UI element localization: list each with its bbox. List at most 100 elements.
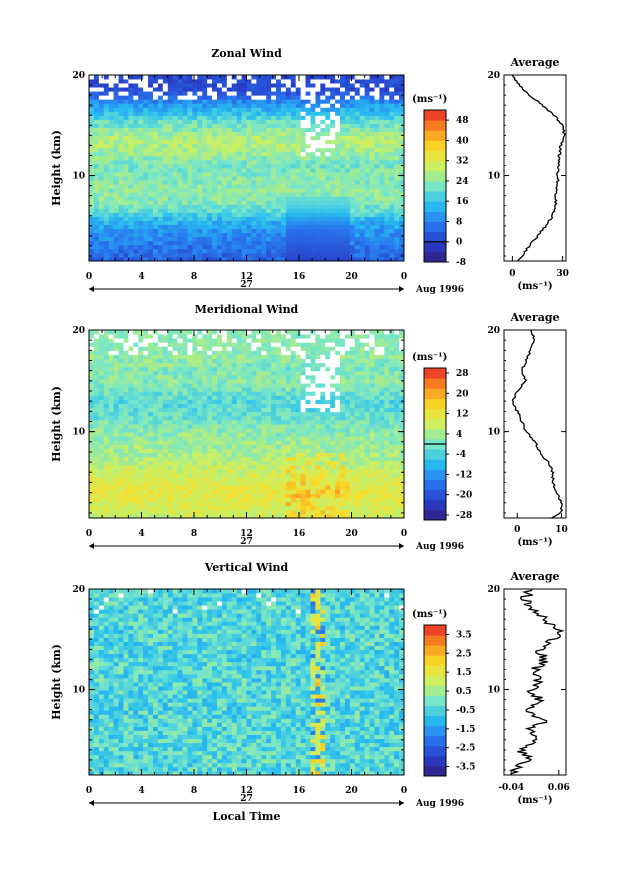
heatmap-cell [162, 159, 169, 165]
heatmap-cell [246, 180, 252, 185]
heatmap-cell [212, 232, 218, 238]
heatmap-cell [187, 95, 193, 100]
heatmap-cell [241, 75, 247, 80]
heatmap-cell [364, 419, 370, 425]
heatmap-cell [93, 240, 100, 246]
heatmap-cell [359, 460, 366, 466]
heatmap-cell [162, 399, 169, 404]
heatmap-cell [335, 460, 341, 466]
heatmap-cell [138, 248, 144, 254]
heatmap-cell [295, 131, 302, 137]
heatmap-cell [266, 95, 272, 100]
heatmap-cell [148, 172, 154, 177]
heatmap-cell [325, 505, 331, 511]
heatmap-cell [320, 192, 326, 197]
heatmap-cell [108, 248, 115, 254]
heatmap-cell [207, 248, 213, 254]
heatmap-cell [226, 115, 233, 120]
heatmap-cell [202, 200, 208, 205]
heatmap-cell [98, 87, 105, 92]
heatmap-cell [261, 139, 267, 145]
heatmap-cell [290, 155, 297, 161]
heatmap-cell [108, 509, 115, 515]
heatmap-cell [202, 79, 208, 84]
heatmap-cell [231, 212, 238, 217]
heatmap-cell [152, 188, 159, 193]
heatmap-cell [290, 200, 297, 205]
heatmap-cell [157, 75, 164, 80]
heatmap-cell [216, 248, 223, 254]
heatmap-cell [221, 220, 228, 226]
heatmap-cell [182, 464, 188, 470]
heatmap-cell [305, 75, 311, 80]
heatmap-cell [310, 456, 316, 462]
heatmap-cell [207, 123, 213, 128]
heatmap-cell [374, 509, 380, 515]
heatmap-cell [138, 87, 144, 92]
heatmap-cell [315, 200, 321, 205]
heatmap-cell [251, 139, 257, 145]
heatmap-cell [300, 403, 306, 409]
heatmap-cell [221, 163, 228, 169]
heatmap-cell [172, 256, 178, 262]
heatmap-cell [162, 228, 169, 234]
heatmap-cell [133, 228, 139, 234]
heatmap-cell [226, 204, 233, 209]
heatmap-cell [89, 172, 95, 177]
heatmap-cell [300, 123, 306, 128]
heatmap-cell [241, 216, 247, 221]
heatmap-cell [143, 143, 149, 149]
heatmap-cell [167, 407, 174, 413]
heatmap-cell [344, 103, 351, 108]
heatmap-cell [276, 464, 282, 470]
heatmap-cell [123, 415, 129, 421]
heatmap-cell [113, 473, 119, 478]
heatmap-cell [285, 228, 292, 234]
heatmap-cell [300, 464, 306, 470]
heatmap-cell [315, 452, 321, 458]
heatmap-cell [320, 436, 326, 441]
heatmap-cell [280, 180, 287, 185]
heatmap-cell [246, 232, 252, 238]
heatmap-cell [226, 163, 233, 169]
heatmap-cell [261, 180, 267, 185]
colorbar-tick-label: 0 [456, 238, 462, 248]
heatmap-cell [246, 513, 252, 519]
heatmap-cell [148, 79, 154, 84]
heatmap-cell [271, 485, 277, 490]
heatmap-cell [364, 505, 370, 511]
heatmap-cell [271, 216, 277, 221]
heatmap-cell [93, 151, 100, 157]
heatmap-cell [399, 176, 405, 181]
heatmap-cell [187, 176, 193, 181]
heatmap-cell [212, 224, 218, 230]
heatmap-cell [187, 403, 193, 409]
heatmap-cell [399, 448, 405, 454]
heatmap-cell [340, 143, 346, 149]
heatmap-cell [226, 95, 233, 100]
heatmap-cell [172, 151, 178, 157]
colorbar-frame [423, 109, 447, 263]
heatmap-cell [349, 168, 356, 173]
heatmap-cell [335, 448, 341, 454]
heatmap-cell [290, 212, 297, 217]
heatmap-cell [98, 176, 105, 181]
heatmap-cell [315, 252, 321, 258]
heatmap-cell [369, 403, 375, 409]
heatmap-cell [320, 440, 326, 445]
heatmap-cell [261, 91, 267, 96]
heatmap-cell [246, 200, 252, 205]
heatmap-cell [89, 481, 95, 486]
heatmap-cell [399, 188, 405, 193]
heatmap-cell [103, 428, 110, 433]
heatmap-cell [197, 224, 203, 230]
heatmap-cell [157, 485, 164, 490]
heatmap-cell [359, 436, 366, 441]
heatmap-cell [280, 513, 287, 519]
heatmap-cell [241, 415, 247, 421]
heatmap-cell [335, 204, 341, 209]
heatmap-cell [305, 107, 311, 112]
heatmap-cell [162, 139, 169, 145]
heatmap-cell [231, 497, 238, 503]
heatmap-cell [113, 180, 119, 185]
